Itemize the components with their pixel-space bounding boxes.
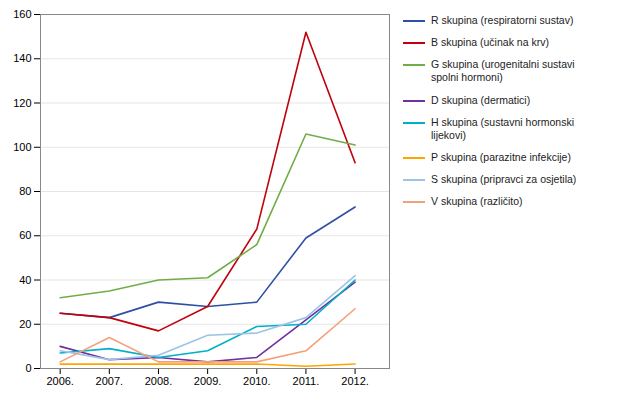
html-text:S skupina (pripravci za osjeti: S skupina (pripravci za osjetila) <box>431 173 577 185</box>
svg-text:0: 0 <box>25 362 31 374</box>
html-text:B skupina (učinak na krv): B skupina (učinak na krv) <box>431 36 549 49</box>
svg-text:2008.: 2008. <box>145 375 173 387</box>
svg-text:20: 20 <box>19 318 31 330</box>
svg-text:120: 120 <box>13 97 31 109</box>
html-text:P skupina (parazitne infekcije: P skupina (parazitne infekcije) <box>431 150 571 163</box>
svg-text:2007.: 2007. <box>96 375 124 387</box>
svg-text:140: 140 <box>13 52 31 64</box>
svg-text:160: 160 <box>13 8 31 20</box>
svg-text:2010.: 2010. <box>243 375 271 387</box>
html-text:G skupina (urogenitalni sustav: G skupina (urogenitalni sustavi spolni h… <box>431 58 575 84</box>
svg-text:100: 100 <box>13 141 31 153</box>
svg-text:2009.: 2009. <box>194 375 222 387</box>
svg-text:40: 40 <box>19 274 31 286</box>
html-text:V skupina (različito): V skupina (različito) <box>431 195 523 208</box>
html-text:H skupina (sustavni hormonski: H skupina (sustavni hormonski lijekovi) <box>431 115 574 141</box>
svg-text:2006.: 2006. <box>46 375 74 387</box>
svg-text:60: 60 <box>19 229 31 241</box>
html-text:D skupina (dermatici): D skupina (dermatici) <box>431 93 531 106</box>
svg-text:2011.: 2011. <box>293 375 320 387</box>
svg-text:80: 80 <box>19 185 31 197</box>
svg-text:2012.: 2012. <box>341 375 369 387</box>
html-text:R skupina (respiratorni sustav: R skupina (respiratorni sustav) <box>431 14 574 26</box>
